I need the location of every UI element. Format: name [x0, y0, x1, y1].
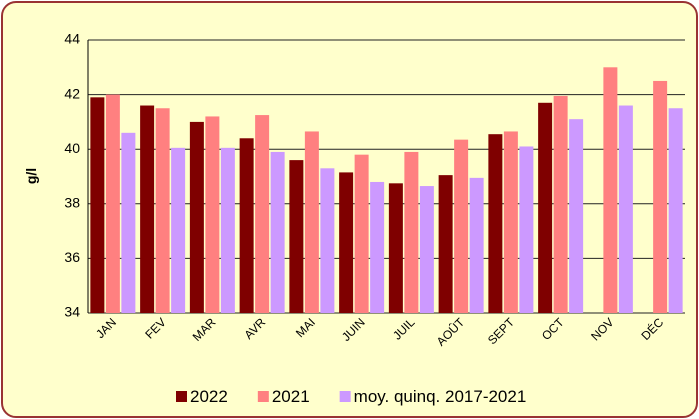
bar	[438, 175, 453, 313]
bar	[569, 119, 584, 313]
y-tick-label: 40	[64, 140, 80, 156]
legend-swatch	[176, 391, 187, 402]
bar	[304, 131, 319, 313]
bar	[121, 132, 136, 313]
bar	[289, 160, 304, 313]
legend-swatch	[257, 391, 269, 402]
bar	[220, 147, 235, 313]
bar	[454, 139, 469, 313]
bar	[255, 115, 270, 313]
bar	[388, 183, 403, 313]
y-tick-label: 36	[64, 249, 80, 265]
legend-label: moy. quinq. 2017-2021	[354, 387, 527, 406]
bar	[519, 146, 534, 313]
bar	[419, 186, 434, 313]
bar	[370, 181, 385, 313]
legend-label: 2022	[190, 387, 228, 406]
bar	[239, 138, 254, 313]
bar	[469, 177, 484, 313]
y-tick-label: 38	[64, 195, 80, 211]
bar	[320, 168, 335, 313]
y-tick-label: 42	[64, 85, 80, 101]
bar	[618, 105, 633, 314]
bar	[668, 108, 683, 313]
bar	[354, 154, 369, 313]
legend-swatch	[339, 391, 351, 402]
bar	[140, 105, 155, 314]
bar	[404, 151, 419, 313]
bar	[90, 97, 105, 313]
y-axis-label: g/l	[23, 168, 39, 184]
bar	[488, 134, 503, 313]
bar	[105, 94, 120, 313]
bar	[171, 147, 186, 313]
bar	[155, 108, 170, 313]
y-tick-label: 44	[64, 31, 80, 47]
bar	[205, 116, 220, 313]
bar	[189, 121, 204, 314]
y-tick-label: 34	[64, 304, 80, 320]
bar	[653, 80, 668, 313]
bar	[503, 131, 518, 313]
bar	[339, 172, 354, 313]
bar	[553, 95, 568, 313]
bar	[538, 102, 553, 313]
bar	[270, 151, 285, 313]
legend-label: 2021	[272, 387, 310, 406]
bar	[603, 67, 618, 313]
